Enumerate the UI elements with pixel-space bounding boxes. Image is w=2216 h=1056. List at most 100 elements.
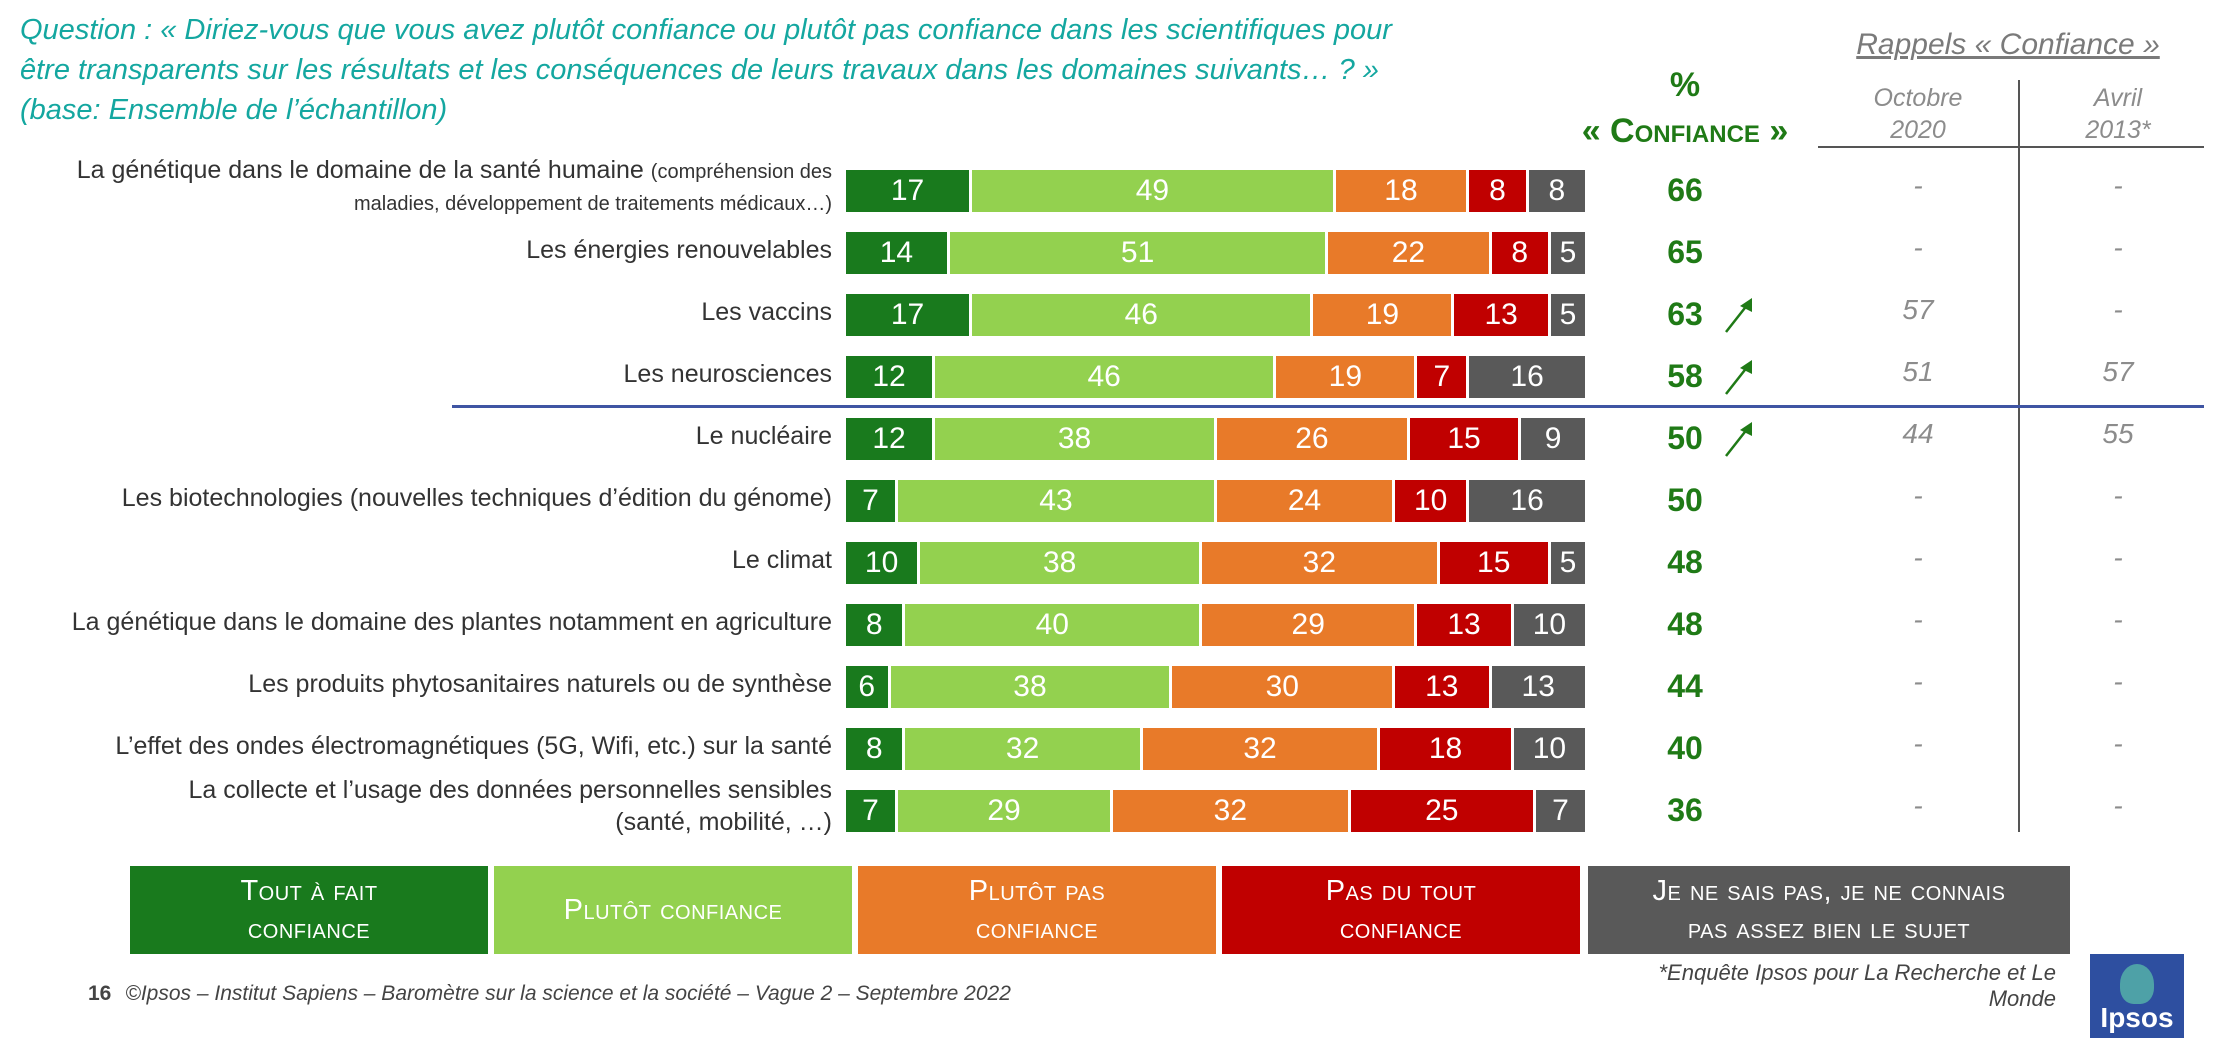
legend-nsp-line1: Je ne sais pas, je ne connais bbox=[1652, 875, 2006, 907]
group-separator-line bbox=[452, 405, 2204, 408]
bar-segment-plutot-pas: 24 bbox=[1216, 480, 1396, 522]
bar-segment-plutot: 38 bbox=[935, 418, 1217, 460]
row-label-main: La génétique dans le domaine des plantes… bbox=[71, 608, 832, 636]
bar-segment-pas-du-tout: 8 bbox=[1491, 232, 1551, 274]
legend-plutot-label: Plutôt confiance bbox=[563, 894, 783, 926]
legend-pas-du-tout: Pas du tout confiance bbox=[1222, 866, 1580, 954]
row-label: Le climat bbox=[30, 544, 832, 576]
recall-value-octobre-2020: - bbox=[1913, 480, 1923, 511]
bar-segment-pas-du-tout: 13 bbox=[1454, 294, 1551, 336]
bar-segment-plutot-pas: 18 bbox=[1335, 170, 1470, 212]
bar-segment-plutot-pas: 22 bbox=[1328, 232, 1492, 274]
bar-segment-nsp: 16 bbox=[1469, 356, 1588, 398]
recall-value-octobre-2020: 57 bbox=[1902, 294, 1934, 325]
row-label-main: Les neurosciences bbox=[623, 360, 832, 388]
bar-segment-nsp: 7 bbox=[1536, 790, 1588, 832]
row-label-main: La génétique dans le domaine de la santé… bbox=[76, 156, 651, 184]
row-label: La collecte et l’usage des données perso… bbox=[30, 774, 832, 838]
stacked-bar: 8 32 32 18 10 bbox=[846, 728, 1588, 770]
trend-up-arrow-icon bbox=[1725, 360, 1752, 395]
row-label-main: Les produits phytosanitaires naturels ou… bbox=[248, 670, 832, 698]
ipsos-logo-mark-icon bbox=[2120, 964, 2154, 1004]
row-label: Le nucléaire bbox=[30, 420, 832, 452]
recall-column-divider bbox=[2018, 80, 2020, 832]
recall-title: Rappels « Confiance » bbox=[1856, 28, 2160, 61]
confiance-value: 50 bbox=[1667, 482, 1703, 518]
legend-plutot-pas: Plutôt pas confiance bbox=[858, 866, 1216, 954]
legend-pas-du-tout-line2: confiance bbox=[1339, 913, 1463, 945]
bar-segment-pas-du-tout: 10 bbox=[1395, 480, 1470, 522]
recall-col-avril-2013: Avril 2013* bbox=[2018, 82, 2216, 146]
bar-segment-pas-du-tout: 25 bbox=[1350, 790, 1537, 832]
bar-segment-plutot-pas: 30 bbox=[1172, 666, 1396, 708]
recall-value-octobre-2020: 44 bbox=[1902, 418, 1934, 449]
bar-segment-nsp: 16 bbox=[1469, 480, 1588, 522]
confiance-value: 48 bbox=[1667, 606, 1703, 642]
bar-segment-plutot: 38 bbox=[920, 542, 1203, 584]
legend-tout-a-fait-line2: confiance bbox=[247, 913, 371, 945]
recall-value-avril-2013: - bbox=[2113, 294, 2123, 325]
recall-value-octobre-2020: - bbox=[1913, 604, 1923, 635]
recall-value-avril-2013: 55 bbox=[2102, 418, 2134, 449]
bar-segment-plutot-pas: 32 bbox=[1202, 542, 1440, 584]
confiance-header: % « Confiance » bbox=[1540, 62, 1830, 154]
bar-segment-plutot: 43 bbox=[897, 480, 1217, 522]
recall-value-avril-2013: - bbox=[2113, 790, 2123, 821]
bar-segment-plutot: 38 bbox=[890, 666, 1173, 708]
confiance-value: 65 bbox=[1667, 234, 1703, 270]
bar-segment-nsp: 10 bbox=[1513, 728, 1588, 770]
bar-segment-tout-a-fait: 7 bbox=[846, 480, 898, 522]
question-line-3: (base: Ensemble de l’échantillon) bbox=[20, 94, 448, 126]
confiance-value: 50 bbox=[1667, 420, 1703, 456]
row-label: Les biotechnologies (nouvelles technique… bbox=[30, 482, 832, 514]
bar-segment-tout-a-fait: 12 bbox=[846, 418, 936, 460]
stacked-bar: 14 51 22 8 5 bbox=[846, 232, 1588, 274]
bar-segment-tout-a-fait: 12 bbox=[846, 356, 936, 398]
legend-pas-du-tout-line1: Pas du tout bbox=[1325, 875, 1477, 907]
row-label-main: Le nucléaire bbox=[695, 422, 832, 450]
footer: 16 ©Ipsos – Institut Sapiens – Baromètre … bbox=[88, 982, 1011, 1006]
bar-segment-plutot-pas: 32 bbox=[1113, 790, 1351, 832]
bar-segment-tout-a-fait: 7 bbox=[846, 790, 898, 832]
ipsos-logo: Ipsos bbox=[2090, 954, 2184, 1038]
bar-segment-tout-a-fait: 17 bbox=[846, 294, 973, 336]
stacked-bar: 7 29 32 25 7 bbox=[846, 790, 1588, 832]
recall-value-octobre-2020: - bbox=[1913, 170, 1923, 201]
legend-tout-a-fait-line1: Tout à fait bbox=[240, 875, 378, 907]
recall-value-avril-2013: - bbox=[2113, 232, 2123, 263]
confiance-value: 48 bbox=[1667, 544, 1703, 580]
bar-segment-plutot: 49 bbox=[972, 170, 1336, 212]
stacked-bar: 12 38 26 15 9 bbox=[846, 418, 1588, 460]
stacked-bar: 17 46 19 13 5 bbox=[846, 294, 1588, 336]
question-line-2: être transparents sur les résultats et l… bbox=[20, 54, 1379, 86]
recall-col-apr-line2: 2013* bbox=[2085, 116, 2151, 144]
bar-segment-plutot: 46 bbox=[972, 294, 1314, 336]
trend-up-arrow-icon bbox=[1725, 298, 1752, 333]
bar-segment-plutot: 32 bbox=[905, 728, 1143, 770]
recall-value-octobre-2020: 51 bbox=[1902, 356, 1934, 387]
recall-value-avril-2013: - bbox=[2113, 542, 2123, 573]
row-label: La génétique dans le domaine de la santé… bbox=[30, 154, 832, 220]
bar-segment-pas-du-tout: 8 bbox=[1469, 170, 1529, 212]
bar-segment-tout-a-fait: 8 bbox=[846, 604, 906, 646]
confiance-value: 44 bbox=[1667, 668, 1703, 704]
bar-segment-nsp: 8 bbox=[1528, 170, 1588, 212]
recall-value-avril-2013: - bbox=[2113, 728, 2123, 759]
bar-segment-pas-du-tout: 18 bbox=[1380, 728, 1514, 770]
row-label-main: La collecte et l’usage des données perso… bbox=[188, 776, 832, 804]
bar-segment-plutot-pas: 29 bbox=[1202, 604, 1418, 646]
recall-value-octobre-2020: - bbox=[1913, 542, 1923, 573]
row-label-main: Les biotechnologies (nouvelles technique… bbox=[121, 484, 832, 512]
recall-value-avril-2013: 57 bbox=[2102, 356, 2134, 387]
recall-header-rule bbox=[1818, 146, 2204, 148]
stacked-bar: 10 38 32 15 5 bbox=[846, 542, 1588, 584]
bar-segment-nsp: 13 bbox=[1491, 666, 1588, 708]
confiance-header-pct: % bbox=[1669, 66, 1701, 104]
stacked-bar: 17 49 18 8 8 bbox=[846, 170, 1588, 212]
bar-segment-nsp: 5 bbox=[1550, 294, 1588, 336]
legend-nsp: Je ne sais pas, je ne connais pas assez b… bbox=[1588, 866, 2070, 954]
confiance-value: 63 bbox=[1667, 296, 1703, 332]
recall-value-avril-2013: - bbox=[2113, 666, 2123, 697]
recall-col-octobre-2020: Octobre 2020 bbox=[1818, 82, 2018, 146]
row-label-main: Les vaccins bbox=[701, 298, 832, 326]
